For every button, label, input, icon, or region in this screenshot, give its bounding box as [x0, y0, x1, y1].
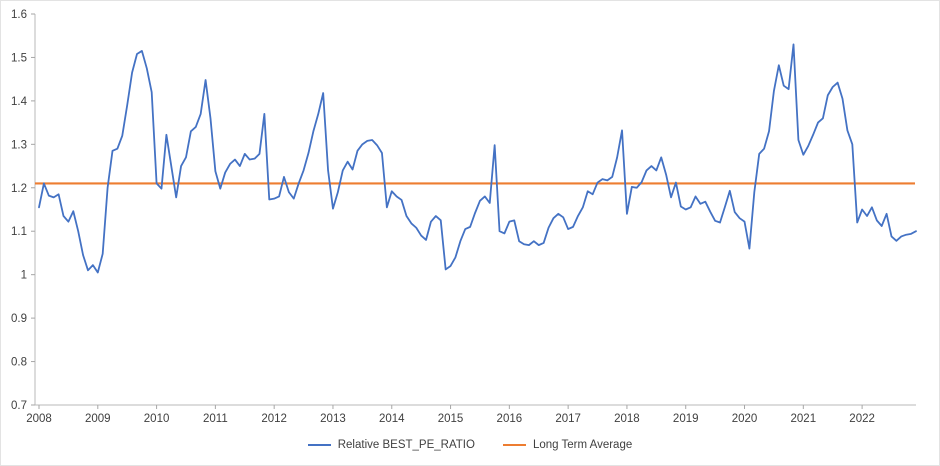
y-axis-label: 0.9 — [11, 313, 27, 325]
x-axis-label: 2015 — [438, 413, 464, 425]
y-axis-label: 1.3 — [11, 139, 27, 151]
x-axis-label: 2019 — [673, 413, 699, 425]
x-axis-label: 2009 — [85, 413, 111, 425]
y-axis-label: 0.7 — [11, 400, 27, 412]
x-axis-label: 2017 — [555, 413, 581, 425]
chart-legend: Relative BEST_PE_RATIO Long Term Average — [1, 439, 939, 451]
legend-label-relative-pe-ratio: Relative BEST_PE_RATIO — [337, 439, 475, 451]
legend-line-swatch-orange — [502, 443, 526, 447]
y-axis-label: 1.1 — [11, 226, 27, 238]
y-axis-label: 1.6 — [11, 9, 27, 21]
x-axis-label: 2022 — [849, 413, 875, 425]
y-axis-label: 0.8 — [11, 357, 27, 369]
y-axis-label: 1.4 — [11, 96, 28, 108]
legend-item-long-term-average: Long Term Average — [502, 439, 633, 451]
x-axis-label: 2020 — [732, 413, 758, 425]
x-axis-label: 2013 — [320, 413, 346, 425]
legend-line-swatch-blue — [307, 443, 331, 447]
x-axis-label: 2010 — [144, 413, 170, 425]
y-axis-label: 1.5 — [11, 52, 27, 64]
x-axis-label: 2012 — [261, 413, 287, 425]
y-axis-label: 1.2 — [11, 183, 27, 195]
x-axis-label: 2016 — [497, 413, 523, 425]
x-axis-label: 2021 — [791, 413, 817, 425]
x-axis-label: 2018 — [614, 413, 640, 425]
x-axis-label: 2008 — [26, 413, 52, 425]
x-axis-label: 2011 — [203, 413, 228, 425]
relative-pe-ratio-line — [38, 43, 917, 274]
legend-label-long-term-average: Long Term Average — [532, 439, 633, 451]
x-axis-label: 2014 — [379, 413, 405, 425]
y-axis-label: 1 — [21, 270, 27, 282]
legend-item-relative-pe-ratio: Relative BEST_PE_RATIO — [307, 439, 475, 451]
